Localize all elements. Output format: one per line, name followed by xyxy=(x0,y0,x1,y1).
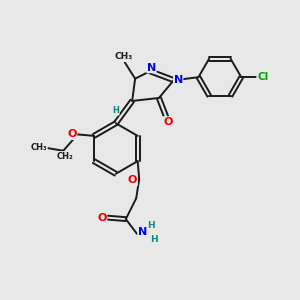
Text: O: O xyxy=(68,129,77,140)
Text: N: N xyxy=(138,227,147,238)
Text: N: N xyxy=(174,75,183,85)
Text: H: H xyxy=(148,221,155,230)
Text: O: O xyxy=(163,117,172,127)
Text: Cl: Cl xyxy=(257,72,268,82)
Text: CH₃: CH₃ xyxy=(31,143,47,152)
Text: O: O xyxy=(128,176,137,185)
Text: H: H xyxy=(150,235,157,244)
Text: CH₂: CH₂ xyxy=(57,152,74,160)
Text: CH₃: CH₃ xyxy=(114,52,132,62)
Text: H: H xyxy=(112,106,119,115)
Text: N: N xyxy=(147,63,156,73)
Text: O: O xyxy=(97,213,107,223)
